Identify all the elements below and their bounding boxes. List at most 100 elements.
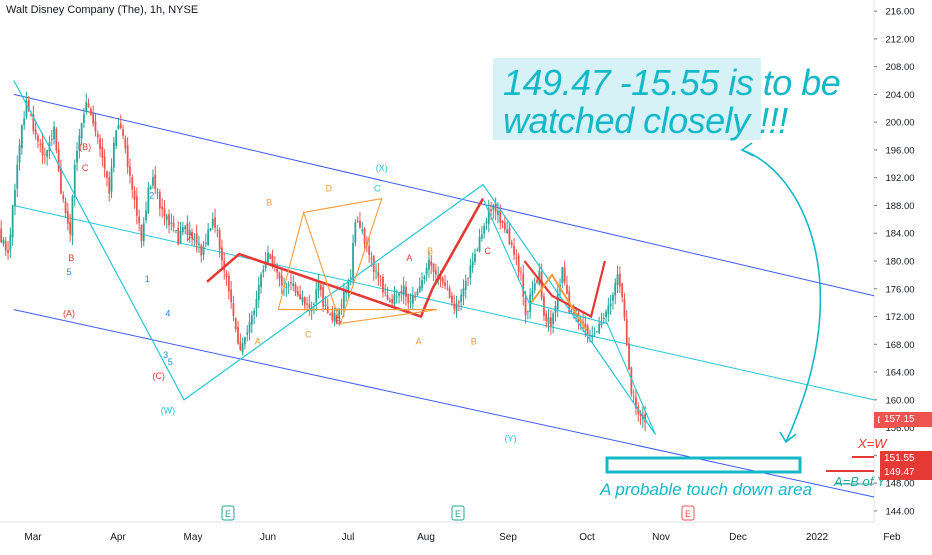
- candle-body: [66, 211, 69, 224]
- candle-body: [582, 321, 584, 324]
- y-tick-label: 180.00: [885, 257, 914, 268]
- candle-body: [460, 294, 463, 302]
- candle-body: [76, 151, 78, 163]
- candle-body: [296, 291, 299, 296]
- candle-body: [149, 186, 152, 189]
- candle-body: [73, 164, 76, 198]
- candle-body: [556, 292, 559, 310]
- candle-body: [451, 295, 453, 303]
- wave-label: B: [427, 246, 433, 256]
- x-tick-label: Jul: [342, 532, 355, 543]
- candle-body: [214, 217, 216, 228]
- candle-body: [455, 303, 458, 312]
- candle-body: [131, 177, 134, 190]
- candle-body: [204, 242, 207, 244]
- candle-body: [467, 277, 469, 279]
- candle-body: [14, 189, 16, 207]
- y-tick-label: 216.00: [885, 7, 914, 18]
- candle-body: [425, 268, 428, 275]
- candle-body: [184, 226, 187, 230]
- candle-body: [336, 314, 338, 318]
- candle-body: [333, 312, 336, 322]
- wave-label: (B): [79, 142, 91, 152]
- candle-body: [140, 224, 143, 242]
- wave-label: (Y): [505, 433, 517, 443]
- candle-body: [630, 367, 633, 394]
- candle-body: [566, 284, 568, 294]
- candle-body: [108, 177, 111, 194]
- candle-body: [165, 215, 168, 220]
- candle-body: [614, 282, 617, 296]
- candle-body: [260, 274, 262, 288]
- candle-body: [430, 261, 433, 266]
- wave-line-triangle-top: [303, 197, 382, 213]
- annotation-note[interactable]: 149.47 -15.55 is to be watched closely !…: [493, 58, 841, 140]
- candle-body: [172, 222, 175, 228]
- wave-label: C: [374, 184, 381, 194]
- candle-body: [589, 335, 591, 337]
- candle-body: [483, 225, 486, 234]
- candle-body: [591, 334, 594, 338]
- candle-body: [278, 272, 281, 279]
- candle-body: [600, 321, 603, 326]
- candle-body: [89, 108, 92, 115]
- earnings-marker-label: E: [685, 509, 691, 519]
- candle-body: [101, 146, 104, 158]
- candle-body: [635, 397, 637, 409]
- wave-label: C: [305, 329, 312, 339]
- candle-body: [593, 333, 596, 335]
- candle-body: [407, 295, 410, 304]
- candle-body: [448, 288, 451, 298]
- candle-body: [248, 321, 251, 333]
- candle-body: [202, 246, 205, 255]
- candle-body: [536, 279, 538, 283]
- candle-body: [342, 291, 345, 309]
- candle-body: [175, 230, 177, 232]
- x-equals-w-label: X=W: [858, 436, 887, 451]
- wave-line-cyan-late: [482, 198, 657, 435]
- x-tick-label: May: [184, 532, 203, 543]
- candle-body: [395, 296, 398, 298]
- candle-body: [607, 305, 610, 314]
- candle-body: [547, 317, 550, 324]
- candle-body: [216, 229, 219, 231]
- y-tick-label: 160.00: [885, 395, 914, 406]
- candle-body: [584, 323, 587, 329]
- candle-body: [124, 138, 127, 149]
- x-tick-label: Nov: [652, 532, 670, 543]
- earnings-marker-icon: [221, 505, 235, 521]
- candle-body: [55, 128, 58, 151]
- earnings-marker-icon: [681, 505, 695, 521]
- candle-body: [501, 220, 504, 223]
- wave-line-cyan-wxy: [13, 80, 656, 435]
- candle-body: [503, 222, 506, 230]
- candle-body: [163, 208, 166, 217]
- candle-body: [271, 255, 274, 266]
- candle-body: [375, 270, 377, 272]
- candle-body: [540, 272, 543, 298]
- candle-body: [439, 275, 442, 281]
- candle-body: [32, 113, 35, 131]
- wave-label: 2: [149, 191, 154, 201]
- candle-body: [418, 285, 421, 292]
- candle-body: [469, 265, 472, 278]
- y-tick-label: 184.00: [885, 229, 914, 240]
- x-tick-label: 2022: [806, 532, 829, 543]
- y-tick-label: 208.00: [885, 62, 914, 73]
- candle-body: [441, 278, 444, 283]
- candle-body: [368, 246, 371, 255]
- candle-body: [499, 210, 502, 223]
- y-tick-label: 144.00: [885, 506, 914, 517]
- candle-body: [244, 337, 246, 345]
- candle-body: [16, 164, 19, 189]
- candle-body: [227, 275, 230, 292]
- wave-label: (C): [152, 371, 165, 381]
- wave-line-orange-triangle-1: [277, 198, 383, 326]
- earnings-marker-label: E: [225, 509, 231, 519]
- candle-body: [267, 252, 269, 263]
- wave-line-red-abc: [206, 197, 485, 319]
- candle-body: [117, 125, 120, 129]
- candle-body: [23, 118, 26, 125]
- double-arrow-curve: [741, 149, 822, 443]
- candle-body: [612, 294, 614, 301]
